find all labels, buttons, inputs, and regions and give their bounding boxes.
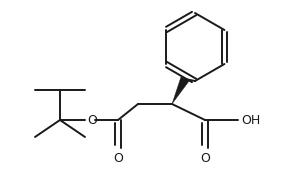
Polygon shape: [172, 77, 189, 104]
Text: O: O: [200, 152, 210, 165]
Text: OH: OH: [241, 113, 260, 127]
Text: O: O: [87, 113, 97, 127]
Text: O: O: [113, 152, 123, 165]
